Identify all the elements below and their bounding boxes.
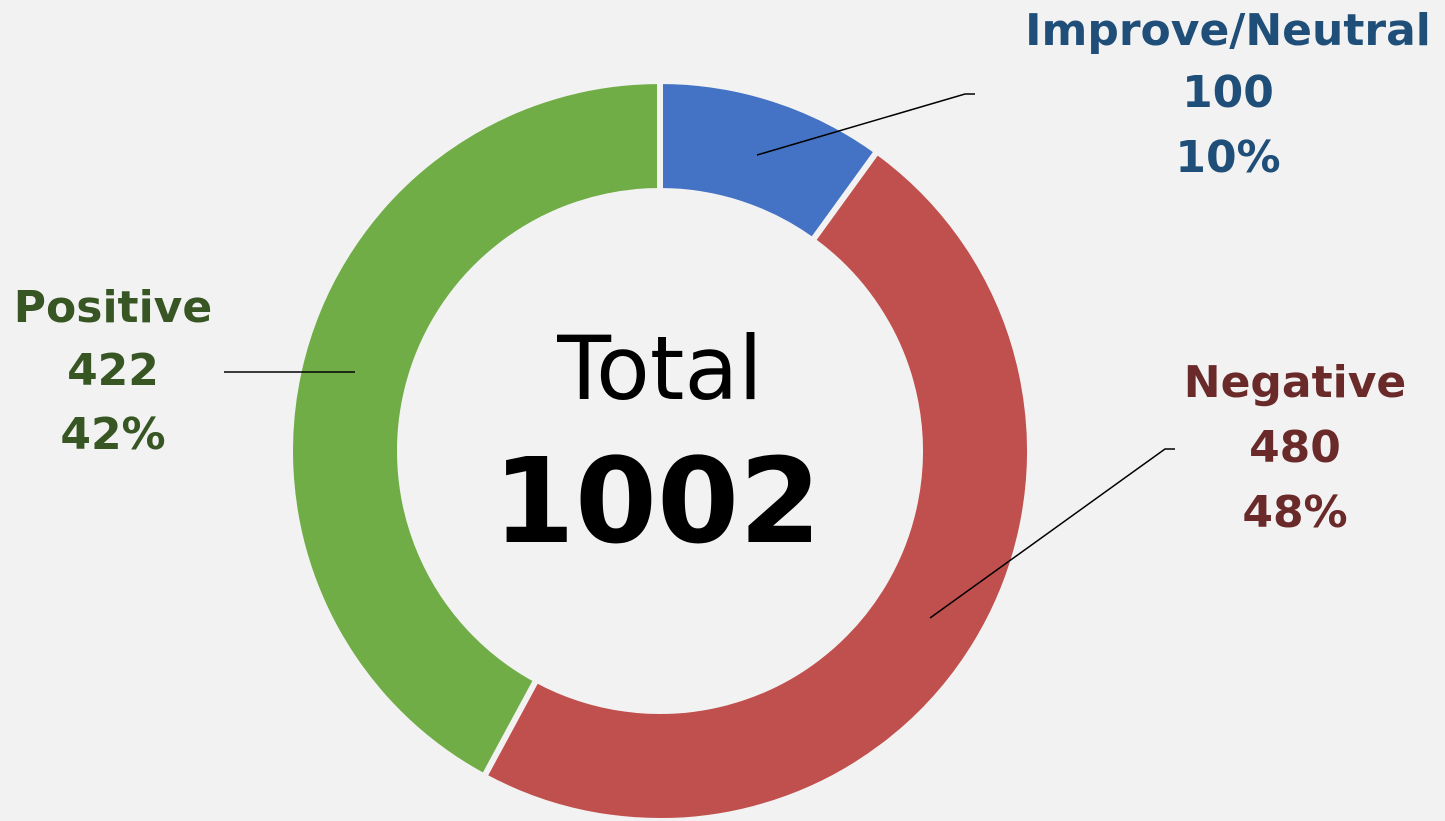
percent-label: 48% bbox=[1242, 487, 1347, 538]
category-label: Improve/Neutral bbox=[1025, 5, 1431, 56]
leader-line bbox=[929, 448, 1175, 619]
value-label: 100 bbox=[1182, 67, 1274, 118]
donut-slice bbox=[287, 77, 663, 781]
percent-label: 42% bbox=[60, 409, 165, 460]
center-total: 1002 bbox=[493, 432, 821, 570]
donut bbox=[287, 77, 1033, 821]
leader-line bbox=[756, 93, 975, 156]
category-label: Negative bbox=[1184, 357, 1407, 408]
category-label: Positive bbox=[14, 282, 212, 333]
percent-label: 10% bbox=[1175, 132, 1280, 183]
donut-slice bbox=[480, 147, 1033, 821]
value-label: 480 bbox=[1249, 422, 1341, 473]
value-label: 422 bbox=[67, 345, 159, 396]
center-label: Total bbox=[556, 317, 763, 420]
